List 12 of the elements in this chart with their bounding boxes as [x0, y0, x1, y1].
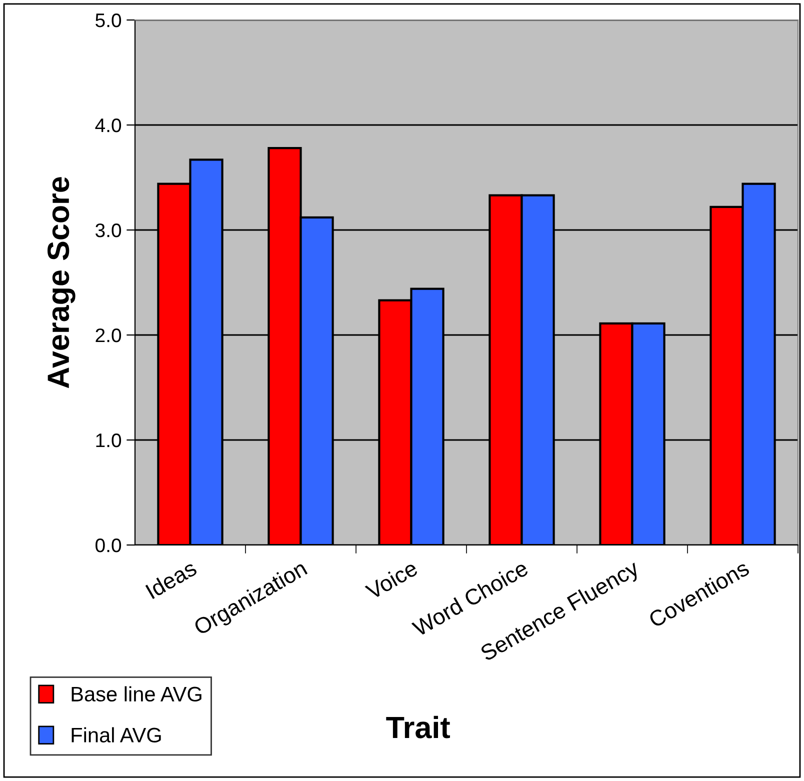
x-tick-label: Ideas	[144, 559, 198, 600]
y-tick-label: 4.0	[95, 118, 122, 132]
y-tick-label: 5.0	[96, 13, 122, 28]
x-axis-title: Trait	[386, 716, 450, 738]
y-tick-label: 3.0	[96, 223, 122, 238]
y-tick-label: 1.0	[96, 433, 122, 448]
legend-label: Base line AVG	[72, 686, 202, 702]
legend-label: Final AVG	[72, 727, 161, 743]
y-tick-label: 2.0	[96, 328, 122, 342]
y-tick-label: 0.0	[96, 538, 122, 552]
x-tick-label: Voice	[364, 559, 419, 600]
y-axis-title: Average Score	[48, 177, 76, 388]
